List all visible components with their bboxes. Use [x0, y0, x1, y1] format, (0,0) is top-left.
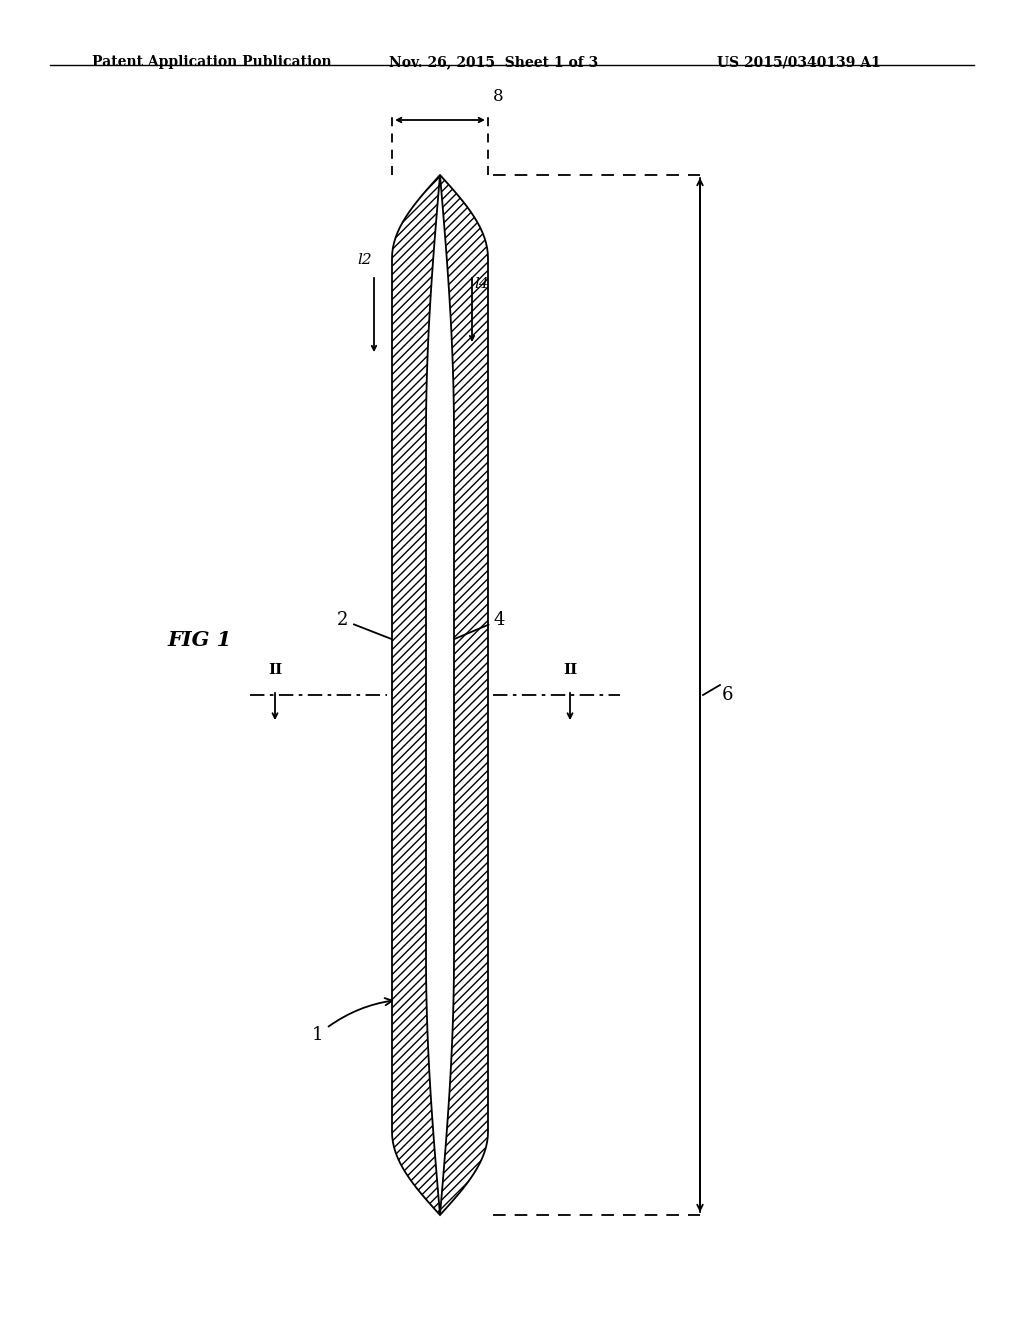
- Polygon shape: [426, 176, 454, 1214]
- Text: 1: 1: [312, 998, 392, 1044]
- Text: 6: 6: [722, 686, 733, 704]
- Text: 8: 8: [493, 88, 504, 106]
- Text: l4: l4: [474, 277, 488, 290]
- Text: l2: l2: [357, 253, 372, 267]
- Text: 4: 4: [455, 611, 506, 639]
- Text: US 2015/0340139 A1: US 2015/0340139 A1: [717, 55, 881, 70]
- Text: Patent Application Publication: Patent Application Publication: [92, 55, 332, 70]
- Text: 2: 2: [337, 611, 391, 639]
- Text: FIG 1: FIG 1: [168, 630, 232, 649]
- Text: II: II: [563, 663, 578, 677]
- Text: II: II: [268, 663, 283, 677]
- Polygon shape: [392, 176, 488, 1214]
- Text: Nov. 26, 2015  Sheet 1 of 3: Nov. 26, 2015 Sheet 1 of 3: [389, 55, 598, 70]
